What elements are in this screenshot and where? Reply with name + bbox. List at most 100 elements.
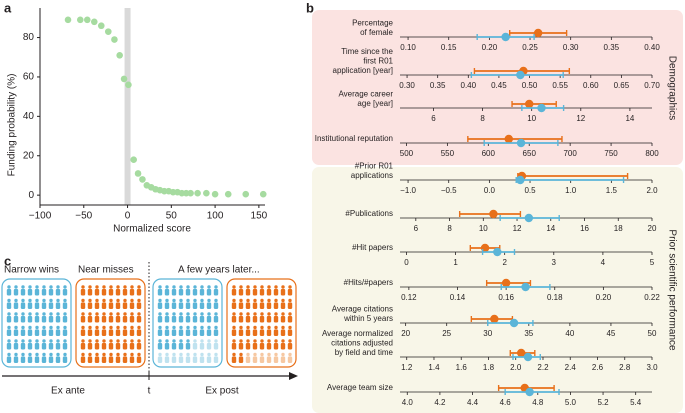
person-icon (80, 325, 86, 336)
person-body (171, 289, 177, 296)
person-icon (48, 339, 54, 350)
group-label: Prior scientific performance (666, 229, 677, 351)
person-head (274, 339, 278, 343)
person-icon (94, 339, 100, 350)
person-body (252, 289, 258, 296)
x-tick-label: 4 (601, 258, 606, 267)
row-label: #Hits/#papers (344, 278, 393, 287)
person-body (206, 329, 212, 336)
person-head (288, 352, 292, 357)
person-icon (101, 285, 107, 296)
person-head (281, 285, 285, 289)
person-body (80, 289, 86, 296)
point (97, 22, 105, 30)
point (259, 190, 267, 198)
person-icon (115, 285, 121, 296)
person-icon (157, 298, 163, 309)
person-body (34, 343, 40, 350)
person-body (164, 302, 170, 309)
person-icon (266, 285, 272, 296)
person-head (158, 312, 162, 316)
person-icon (101, 339, 107, 350)
person-head (186, 352, 190, 357)
person-icon (80, 312, 86, 323)
person-head (28, 285, 32, 289)
person-head (42, 352, 46, 357)
person-head (246, 285, 250, 289)
person-icon (20, 325, 26, 336)
person-head (42, 298, 46, 303)
person-body (80, 329, 86, 336)
row-label: Percentage (352, 19, 393, 28)
person-body (252, 329, 258, 336)
person-icon (48, 285, 54, 296)
person-body (192, 329, 198, 336)
person-head (214, 298, 218, 303)
person-body (80, 316, 86, 323)
person-icon (87, 352, 93, 363)
point (516, 138, 526, 148)
person-body (101, 329, 107, 336)
person-head (102, 298, 106, 303)
y-tick-label: 40 (23, 111, 35, 122)
person-head (56, 352, 60, 357)
point (501, 278, 511, 288)
x-tick-label: 0.60 (583, 81, 599, 90)
person-body (62, 329, 68, 336)
person-head (200, 339, 204, 343)
person-body (108, 356, 114, 363)
person-body (115, 343, 121, 350)
person-head (116, 352, 120, 357)
person-body (48, 329, 54, 336)
person-icon (273, 352, 279, 363)
person-icon (185, 352, 191, 363)
person-head (49, 312, 53, 316)
person-icon (136, 352, 142, 363)
person-head (88, 298, 92, 303)
person-icon (280, 298, 286, 309)
person-head (102, 312, 106, 316)
row-label: #Prior R01 (355, 162, 394, 171)
person-body (129, 329, 135, 336)
person-body (87, 316, 93, 323)
person-icon (231, 325, 237, 336)
y-tick-label: 20 (23, 150, 35, 161)
person-head (63, 298, 67, 303)
person-body (199, 302, 205, 309)
row-label: within 5 years (343, 314, 393, 323)
row-label: applications (351, 171, 393, 180)
person-body (101, 289, 107, 296)
x-tick-label: 14 (546, 224, 555, 233)
person-head (28, 312, 32, 316)
person-body (27, 316, 33, 323)
x-tick-label: 0.55 (552, 81, 568, 90)
person-body (185, 289, 191, 296)
person-body (199, 289, 205, 296)
x-tick-label: 700 (563, 149, 577, 158)
person-icon (259, 285, 265, 296)
person-body (213, 302, 219, 309)
person-head (123, 325, 127, 330)
person-icon (115, 339, 121, 350)
person-icon (259, 325, 265, 336)
person-body (94, 289, 100, 296)
person-icon (252, 325, 258, 336)
person-head (207, 312, 211, 316)
point (242, 190, 250, 198)
person-icon (136, 325, 142, 336)
person-head (193, 312, 197, 316)
person-head (179, 285, 183, 289)
person-icon (185, 298, 191, 309)
person-icon (171, 312, 177, 323)
x-tick-label: 550 (441, 149, 455, 158)
x-tick-label: 0.12 (401, 293, 417, 302)
x-tick-label: 6 (414, 224, 419, 233)
person-head (239, 339, 243, 343)
person-body (129, 343, 135, 350)
person-body (273, 302, 279, 309)
person-icon (34, 312, 40, 323)
person-head (7, 352, 11, 357)
person-icon (27, 298, 33, 309)
person-head (193, 325, 197, 330)
person-icon (80, 298, 86, 309)
